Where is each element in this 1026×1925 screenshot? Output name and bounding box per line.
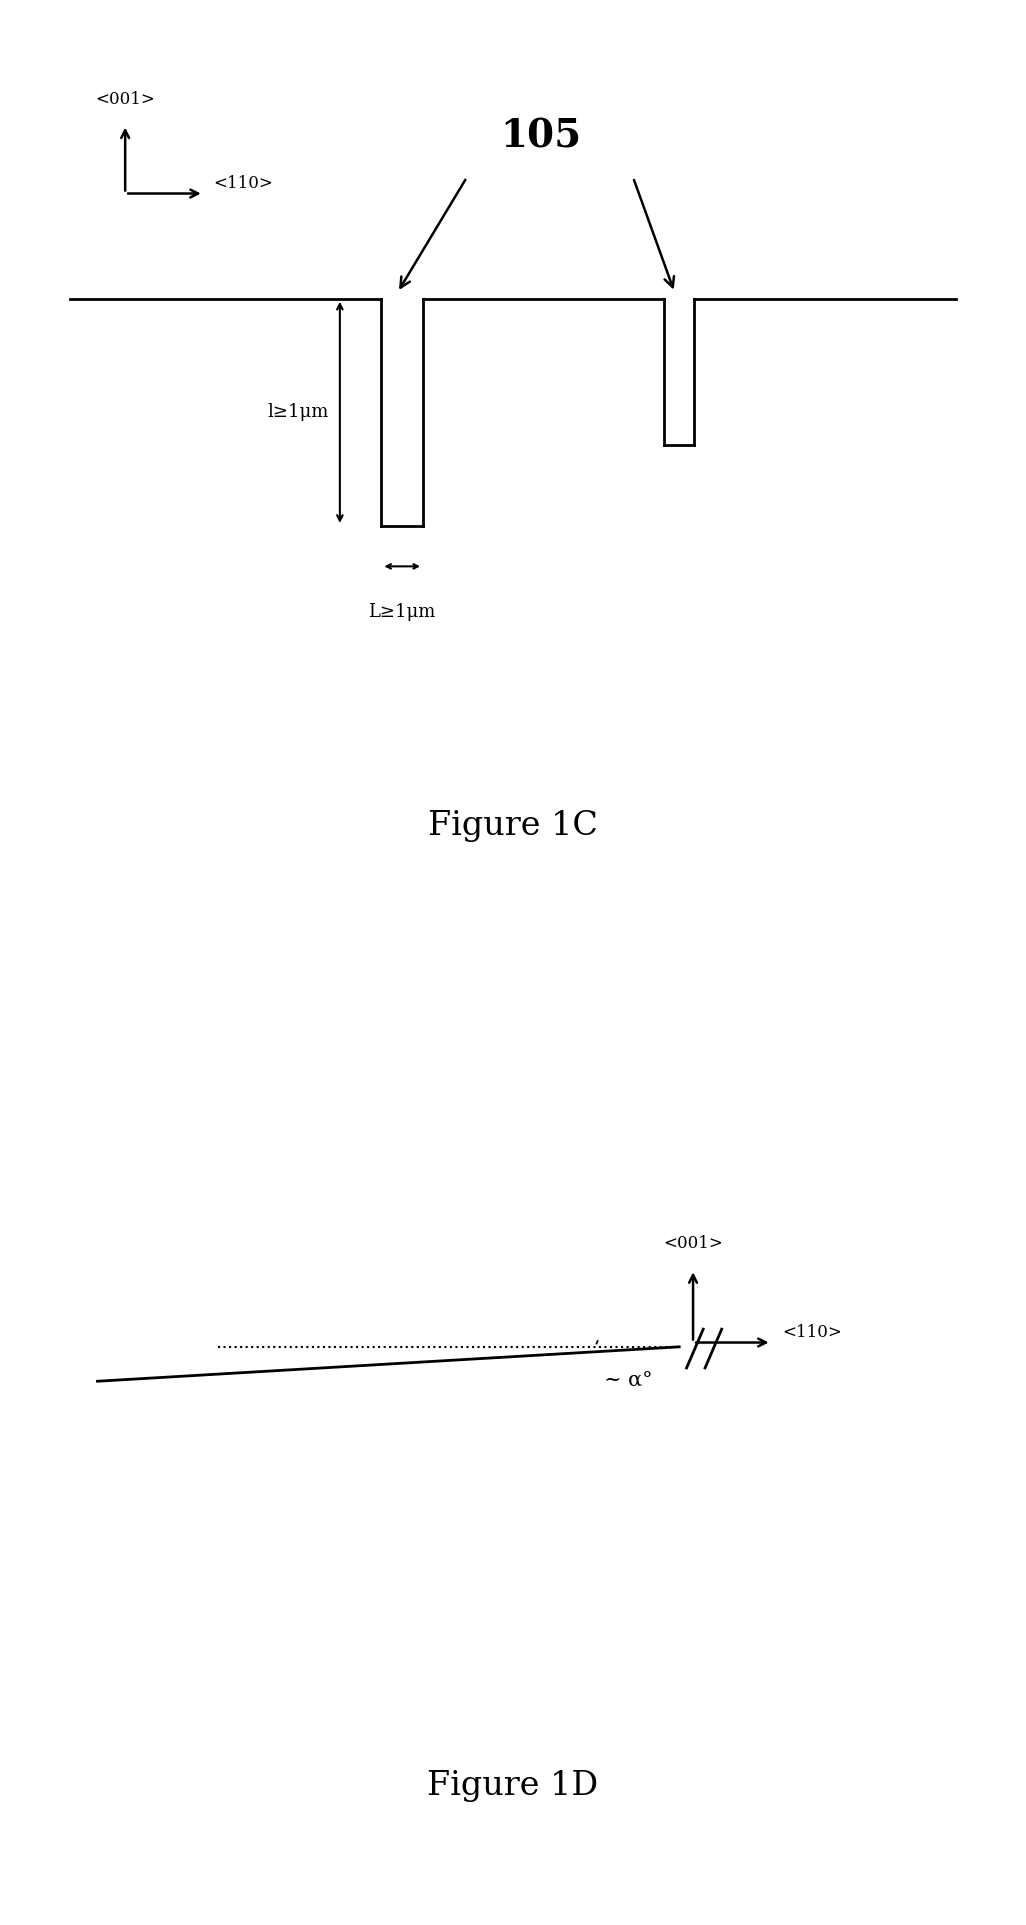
Text: Figure 1D: Figure 1D	[428, 1769, 598, 1802]
Text: <001>: <001>	[95, 90, 155, 108]
Text: l≥1μm: l≥1μm	[268, 404, 328, 422]
Text: ~ α°: ~ α°	[604, 1371, 653, 1390]
Text: <001>: <001>	[663, 1236, 723, 1251]
Text: L≥1μm: L≥1μm	[368, 603, 436, 622]
Text: Figure 1C: Figure 1C	[428, 810, 598, 841]
Text: <110>: <110>	[213, 175, 273, 192]
Text: 105: 105	[500, 117, 582, 156]
Text: <110>: <110>	[783, 1324, 842, 1340]
